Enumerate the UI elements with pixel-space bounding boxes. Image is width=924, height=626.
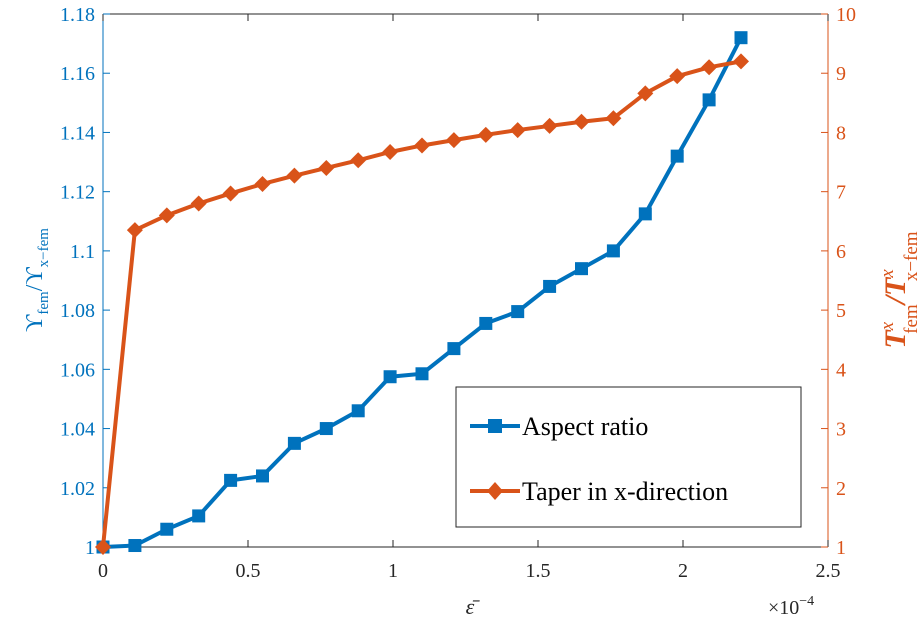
y-left-tick-label: 1.04 xyxy=(60,419,95,441)
y-axis-label-right: Tx fem/Tx x−fem xyxy=(877,231,922,348)
y-left-tick-label: 1.18 xyxy=(60,4,95,26)
x-tick-label: 0 xyxy=(98,560,108,582)
data-point-taper-in-x-direction xyxy=(158,207,175,224)
y-left-tick-label: 1.08 xyxy=(60,300,95,322)
data-point-aspect-ratio xyxy=(511,305,525,319)
data-point-aspect-ratio xyxy=(224,473,238,487)
legend-marker-aspect-ratio xyxy=(488,419,502,433)
data-point-aspect-ratio xyxy=(575,262,588,276)
y-right-tick-label: 6 xyxy=(836,241,846,263)
data-point-taper-in-x-direction xyxy=(509,122,526,139)
data-point-taper-in-x-direction xyxy=(126,222,143,239)
x-tick-label: 0.5 xyxy=(236,560,261,582)
legend: Aspect ratio Taper in x-direction xyxy=(455,386,802,528)
y-left-tick-label: 1.02 xyxy=(60,478,95,500)
data-point-aspect-ratio xyxy=(606,244,620,258)
y-right-tick-label: 5 xyxy=(836,300,846,322)
data-point-aspect-ratio xyxy=(415,367,429,381)
data-point-aspect-ratio xyxy=(670,149,684,163)
data-point-aspect-ratio xyxy=(256,469,269,483)
data-point-taper-in-x-direction xyxy=(477,126,494,143)
y-right-tick-label: 8 xyxy=(836,122,846,144)
y-axis-label-left: ϒfem/ϒx−fem xyxy=(22,228,52,332)
data-point-aspect-ratio xyxy=(383,370,397,384)
y-right-tick-label: 3 xyxy=(836,419,846,441)
data-point-taper-in-x-direction xyxy=(637,85,654,102)
x-axis-label: ε̄ xyxy=(466,594,481,619)
y-right-tick-label: 4 xyxy=(836,359,846,381)
data-point-aspect-ratio xyxy=(128,539,142,553)
x-tick-label: 2.5 xyxy=(816,560,841,582)
data-point-taper-in-x-direction xyxy=(541,117,558,134)
y-right-tick-label: 9 xyxy=(836,63,846,85)
legend-label-aspect-ratio: Aspect ratio xyxy=(522,412,648,441)
data-point-taper-in-x-direction xyxy=(286,167,303,184)
data-point-aspect-ratio xyxy=(702,93,716,107)
y-left-tick-label: 1 xyxy=(85,537,95,559)
data-point-aspect-ratio xyxy=(479,316,493,330)
data-point-aspect-ratio xyxy=(160,522,174,536)
series-layer xyxy=(95,31,749,555)
data-point-aspect-ratio xyxy=(287,436,301,450)
data-point-taper-in-x-direction xyxy=(573,113,590,130)
data-point-aspect-ratio xyxy=(351,404,365,418)
data-point-taper-in-x-direction xyxy=(445,132,462,149)
y-right-tick-label: 1 xyxy=(836,537,846,559)
data-point-taper-in-x-direction xyxy=(733,53,749,70)
data-point-taper-in-x-direction xyxy=(318,159,335,176)
data-point-aspect-ratio xyxy=(543,279,557,293)
data-point-aspect-ratio xyxy=(447,342,461,356)
data-point-taper-in-x-direction xyxy=(605,110,622,127)
y-left-tick-label: 1.14 xyxy=(60,122,95,144)
data-point-taper-in-x-direction xyxy=(254,175,271,192)
x-tick-label: 1.5 xyxy=(526,560,551,582)
legend-label-taper: Taper in x-direction xyxy=(522,477,728,506)
data-point-taper-in-x-direction xyxy=(701,59,718,76)
data-point-taper-in-x-direction xyxy=(350,152,367,169)
data-point-taper-in-x-direction xyxy=(190,195,207,212)
axes: 0 0.5 1 1.5 2 2.511.021.041.061.081.11.121.14… xyxy=(60,4,856,582)
y-left-tick-label: 1.12 xyxy=(60,182,95,204)
data-point-taper-in-x-direction xyxy=(222,185,239,202)
data-point-taper-in-x-direction xyxy=(95,539,111,555)
data-point-aspect-ratio xyxy=(192,509,206,523)
data-point-taper-in-x-direction xyxy=(669,68,686,85)
data-point-aspect-ratio xyxy=(734,31,748,45)
data-point-taper-in-x-direction xyxy=(382,143,399,160)
data-point-taper-in-x-direction xyxy=(414,137,430,154)
y-right-tick-label: 2 xyxy=(836,478,846,500)
y-left-tick-label: 1.1 xyxy=(70,241,95,263)
y-left-tick-label: 1.06 xyxy=(60,359,95,381)
y-left-tick-label: 1.16 xyxy=(60,63,95,85)
x-exponent-label: ×10−4 xyxy=(768,594,814,619)
x-tick-label: 1 xyxy=(388,560,398,582)
legend-box xyxy=(455,386,802,528)
legend-marker-taper xyxy=(487,482,503,500)
data-point-aspect-ratio xyxy=(319,422,333,436)
y-right-tick-label: 7 xyxy=(836,182,846,204)
y-right-tick-label: 10 xyxy=(836,4,856,26)
x-tick-label: 2 xyxy=(678,560,688,582)
data-point-aspect-ratio xyxy=(638,207,652,221)
